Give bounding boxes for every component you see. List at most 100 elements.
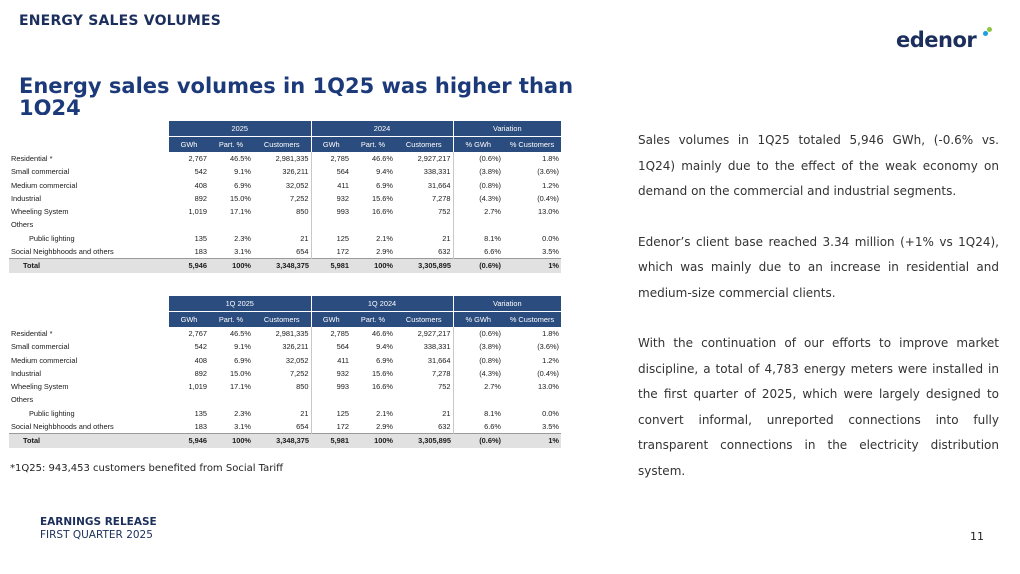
table-cell: 326,211 [282,167,309,177]
table-cell: 993 [310,380,351,394]
column-group-header: 1Q 2025 [169,296,311,312]
table-cell: 15.0% [230,193,251,203]
edenor-logo: edenor [896,27,992,58]
table-cell: 3.5% [542,422,559,432]
table-row: Wheeling System 1,019 17.1% 850 993 16.6% 752 2… [9,205,561,219]
table-cell: 542 [194,167,207,177]
footer-report-name: EARNINGS RELEASE [40,516,157,528]
total-cell: 5,946 [169,433,209,448]
logo-text: edenor [896,28,977,52]
table-cell: 752 [438,382,451,392]
logo-dot-green [987,27,992,32]
table-cell: 1.8% [542,329,559,338]
table-cell [310,393,351,407]
table-cell [395,393,453,406]
total-cell: 100% [209,258,253,273]
table-cell: 7,278 [432,368,451,378]
table-cell: 6.9% [376,355,393,365]
table-cell [395,218,453,231]
table-cell: 892 [194,368,207,378]
table-cell: 2,927,217 [417,154,451,163]
table-cell: 9.1% [234,342,251,352]
table-cell: 338,331 [423,342,451,352]
table-row: Small commercial 542 9.1% 326,211 564 9.4% 338… [9,165,561,179]
table-cell: 892 [194,193,207,203]
commentary-paragraph: With the continuation of our efforts to … [638,336,999,478]
table-cell: 850 [296,382,309,392]
table-cell: 6.6% [452,245,503,259]
table-cell: 2,785 [310,152,351,166]
table-cell: 31,664 [427,180,451,190]
table-cell: 135 [194,233,207,243]
table-cell: 15.6% [372,368,393,378]
column-header: Customers [395,136,453,152]
table-cell: 9.4% [376,342,393,352]
table-cell [351,393,395,406]
table-cell: 2,785 [310,327,351,341]
table-cell: 46.5% [230,154,251,163]
total-label: Total [9,433,169,448]
table-cell: 654 [296,422,309,432]
footer-period: FIRST QUARTER 2025 [40,529,153,541]
table-cell: 46.5% [230,329,251,338]
table-cell: 326,211 [282,342,309,352]
commentary: Sales volumes in 1Q25 totaled 5,946 GWh,… [638,128,999,509]
table-cell: 32,052 [285,355,309,365]
table-cell: 0.0% [542,408,559,418]
table-cell: 6.6% [452,420,503,434]
table-cell: 932 [310,191,351,206]
table-cell: 6.9% [234,180,251,190]
table-cell: 0.0% [542,233,559,243]
table-cell: 21 [442,408,451,418]
table-row: Public lighting 135 2.3% 21 125 2.1% 21 8.1% 0.0… [9,231,561,246]
table-cell [209,218,253,231]
table-cell: 1.2% [542,180,559,190]
total-cell: (0.6%) [453,258,503,273]
table-cell: 7,252 [290,193,309,203]
column-header: GWh [310,136,351,152]
column-header: Part. % [209,311,253,327]
table-cell: 1,019 [188,382,208,392]
table-cell [169,218,209,231]
table-cell: 411 [310,353,351,367]
column-header: Customers [253,136,311,152]
table-row: Industrial 892 15.0% 7,252 932 15.6% 7,278 (4.3… [9,366,561,381]
row-label: Industrial [11,368,41,378]
footnote: *1Q25: 943,453 customers benefited from … [10,463,284,474]
row-label: Wheeling System [11,207,69,217]
total-cell: 3,305,895 [395,433,453,448]
table-cell: 654 [296,247,309,257]
table-cell: 16.6% [372,382,393,392]
column-header: GWh [169,311,209,327]
table-cell: 6.9% [234,355,251,365]
table-row: Medium commercial 408 6.9% 32,052 411 6.9% 31,… [9,178,561,192]
table-cell: (0.6%) [452,327,503,341]
table-cell: 183 [194,422,207,432]
row-label: Small commercial [11,342,70,352]
total-label: Total [9,258,169,273]
table-cell: 632 [438,422,451,432]
total-cell: 1% [503,433,561,448]
table-cell: (0.8%) [452,178,503,192]
column-header: Part. % [209,136,253,152]
table-cell: 13.0% [538,382,559,392]
total-cell: 100% [351,258,395,273]
table-cell: 46.6% [372,329,393,338]
table-cell [253,393,311,406]
table-row: Industrial 892 15.0% 7,252 932 15.6% 7,278 (4.3… [9,191,561,206]
table-cell: 2,767 [188,154,208,163]
column-header: % GWh [452,136,503,152]
column-group-header: 2025 [169,121,311,137]
column-group-header: 2024 [310,121,453,137]
table-cell: (3.6%) [537,342,559,352]
table-cell: 2.7% [452,205,503,219]
table-cell [452,393,503,407]
row-label: Medium commercial [11,180,78,190]
logo-dot-blue [983,31,988,36]
table-cell: (4.3%) [452,191,503,206]
table-row: Small commercial 542 9.1% 326,211 564 9.4% 338… [9,340,561,354]
table-cell: 2.3% [234,408,251,418]
total-cell: 100% [209,433,253,448]
table-cell: 542 [194,342,207,352]
table-cell: 564 [310,340,351,354]
